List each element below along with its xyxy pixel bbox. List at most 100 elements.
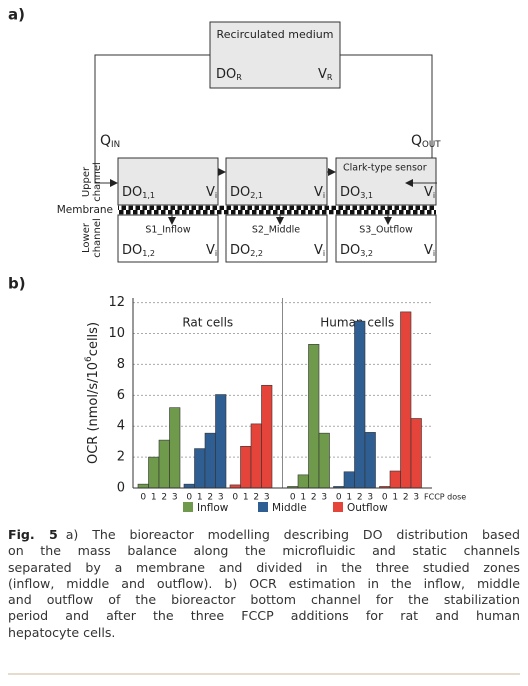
reservoir-box [209,21,341,89]
x-tick-label: 1 [392,493,398,503]
upper-do-sub: 2,1 [250,191,263,200]
zone-label: S2_Middle [252,225,300,236]
membrane [118,205,436,215]
bar [183,483,195,489]
upper-box [225,157,328,206]
bar [364,432,376,489]
caption-text: hepatocyte cells. [8,624,116,640]
x-tick-label: 0 [290,493,296,503]
volume-sub: i [323,249,325,258]
y-tick-label: 12 [108,295,125,310]
q-in: QIN [100,133,120,150]
caption-label: Fig. 5 [8,527,58,542]
upper-do-sub: 1,1 [142,191,155,200]
upper-do-sub: 3,1 [360,191,373,200]
channel-label: Upper [81,166,92,197]
reservoir-v-main: V [318,67,327,82]
upper-do: DO2,1 [230,185,263,200]
x-axis-label: FCCP dose [424,493,466,502]
volume: Vi [206,243,217,258]
lower-do-sub: 1,2 [142,249,155,258]
diagram-shapes [94,21,437,263]
bar [137,483,149,489]
group-label: Rat cells [182,316,233,330]
caption-text: a) The bioreactor modelling describing D… [65,527,520,542]
bar [308,344,320,489]
x-tick-label: 1 [151,493,157,503]
volume-sub: i [323,191,325,200]
bar [148,456,160,489]
volume: Vi [206,185,217,200]
legend-label: Middle [272,502,307,514]
reservoir-do-sub: R [236,73,242,82]
membrane-label: Membrane [57,204,113,216]
bar [354,320,366,489]
channel-label: Lower [81,222,92,253]
bar [297,474,309,489]
lower-do-sub: 3,2 [360,249,373,258]
caption: Fig. 5 a) The bioreactor modelling descri… [8,527,520,641]
x-tick-label: 1 [300,493,306,503]
x-tick-label: 2 [403,493,409,503]
x-tick-label: 0 [336,493,342,503]
legend-label: Inflow [197,502,229,514]
bar [204,432,216,489]
caption-text: and outflow of the bioreactor bottom cha… [8,592,520,608]
bar [389,470,401,489]
y-tick-label: 2 [117,450,125,465]
volume-main: V [206,185,215,200]
reservoir-do: DOR [216,67,242,82]
reservoir-v: VR [318,67,333,82]
bar [169,407,181,489]
volume-sub: i [215,191,217,200]
volume-main: V [424,185,433,200]
lower-do: DO2,2 [230,243,263,258]
q-in-main: Q [100,133,111,149]
x-tick-label: 3 [367,493,373,503]
lower-do: DO3,2 [340,243,373,258]
caption-line: (inflow, middle and outflow). b) OCR est… [8,576,520,592]
bar [158,439,170,489]
reservoir-title: Recirculated medium [217,28,334,41]
lower-do: DO1,2 [122,243,155,258]
bar [240,445,252,489]
legend-swatch [183,502,193,512]
inflow-line [94,54,210,187]
x-tick-label: 1 [243,493,249,503]
x-tick-label: 2 [357,493,363,503]
reservoir-v-sub: R [327,73,333,82]
y-axis-label-part: cells) [86,322,101,356]
x-tick-label: 3 [413,493,419,503]
volume-main: V [314,243,323,258]
channel-label: channel [92,218,103,258]
y-tick-label: 4 [117,419,125,434]
bar [250,423,262,489]
caption-line: hepatocyte cells. [8,625,520,641]
bar [410,418,422,489]
volume: Vi [314,185,325,200]
caption-line: period and after the three FCCP addition… [8,608,520,624]
bar [261,384,273,489]
upper-do: DO1,1 [122,185,155,200]
legend-label: Outflow [347,502,388,514]
lower-do-main: DO [122,243,142,258]
caption-text: separated by a membrane and divided in t… [8,559,520,575]
q-in-sub: IN [111,140,120,150]
sensor-label: Clark-type sensor [343,163,427,174]
x-tick-label: 2 [253,493,259,503]
volume-main: V [424,243,433,258]
x-tick-label: 3 [264,493,270,503]
lower-do-main: DO [230,243,250,258]
zone-label: S3_Outflow [359,225,413,236]
caption-text: period and after the three FCCP addition… [8,608,520,624]
bar [194,448,206,489]
x-tick-label: 3 [218,493,224,503]
lower-do-sub: 2,2 [250,249,263,258]
volume-sub: i [215,249,217,258]
upper-box [335,157,437,206]
y-tick-label: 8 [117,357,125,372]
x-tick-label: 0 [382,493,388,503]
bar [400,311,412,489]
y-axis-label-sup: 6 [84,356,94,362]
